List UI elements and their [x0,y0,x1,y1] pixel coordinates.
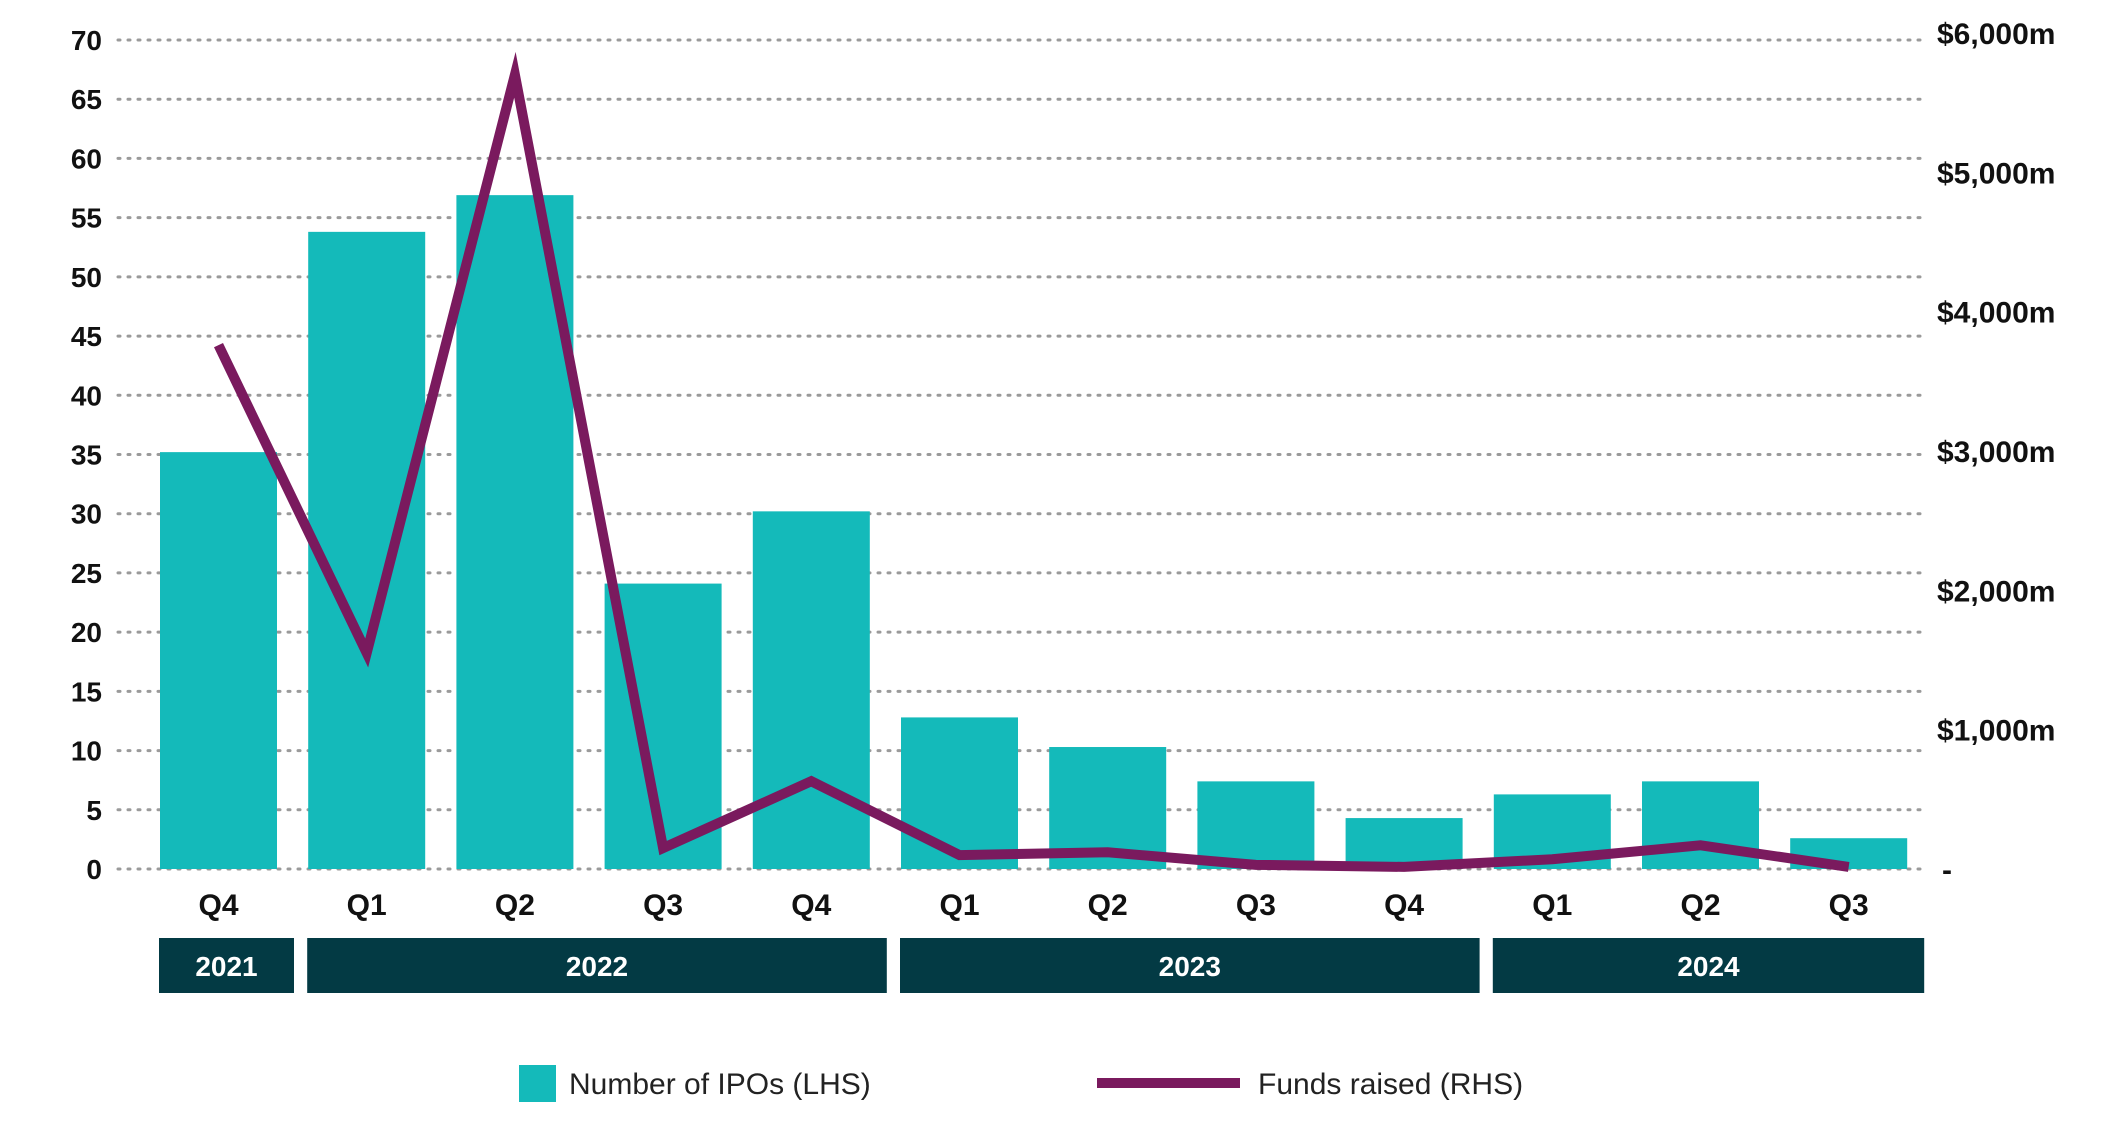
right-axis: - $1,000m $2,000m $3,000m $4,000m $5,000m $6,0… [1937,18,2055,887]
year-band [159,938,294,993]
left-tick-label: 5 [86,795,102,826]
right-tick-label: $5,000m [1937,157,2055,190]
legend: Number of IPOs (LHS) Funds raised (RHS) [519,1065,1523,1102]
bar-ipos [456,195,574,870]
right-tick-label: $2,000m [1937,575,2055,608]
left-tick-label: 25 [71,558,102,589]
year-label: 2024 [1677,951,1740,982]
year-band [307,938,887,993]
year-band [1492,938,1925,993]
right-tick-label: $4,000m [1937,297,2055,330]
category-label: Q1 [1532,889,1572,922]
category-label: Q1 [347,889,387,922]
year-label: 2022 [566,951,628,982]
left-tick-label: 0 [86,854,102,885]
category-label: Q4 [1384,889,1424,922]
left-tick-label: 10 [71,736,102,767]
left-tick-label: 50 [71,262,102,293]
category-label: Q3 [1829,889,1869,922]
left-tick-label: 55 [71,203,102,234]
bars [160,195,1908,870]
bar-ipos [901,717,1018,869]
category-label: Q2 [495,889,535,922]
left-tick-label: 20 [71,617,102,648]
left-tick-label: 70 [71,25,102,56]
bar-ipos [1197,781,1315,869]
category-label: Q4 [791,889,831,922]
legend-label-ipos: Number of IPOs (LHS) [569,1068,871,1101]
left-tick-label: 65 [71,84,102,115]
right-tick-label: $1,000m [1937,715,2055,748]
right-tick-label: $3,000m [1937,436,2055,469]
category-label: Q2 [1088,889,1128,922]
funds-line-path [213,51,1850,872]
right-tick-label: $6,000m [1937,18,2055,51]
bar-ipos [752,511,870,869]
year-band [900,938,1480,993]
x-axis: Q4 Q1 Q2 Q3 Q4 Q1 Q2 Q3 Q4 Q1 Q2 Q3 [198,889,1868,922]
bar-ipos [160,452,277,869]
legend-swatch-ipos [519,1065,556,1102]
year-label: 2023 [1159,951,1221,982]
left-tick-label: 35 [71,440,102,471]
category-label: Q4 [198,889,238,922]
left-tick-label: 45 [71,321,102,352]
left-tick-label: 60 [71,143,102,174]
category-label: Q3 [1236,889,1276,922]
category-label: Q2 [1680,889,1720,922]
left-tick-label: 40 [71,380,102,411]
year-label: 2021 [195,951,257,982]
left-axis: 0 5 10 15 20 25 30 35 40 45 50 55 60 65 70 [71,25,102,885]
left-tick-label: 30 [71,499,102,530]
category-label: Q1 [939,889,979,922]
right-tick-label: - [1942,854,1952,887]
left-tick-label: 15 [71,676,102,707]
year-bands: 2021 2022 2023 2024 [159,938,1925,993]
funds-line [213,51,1850,872]
legend-label-funds: Funds raised (RHS) [1258,1068,1523,1101]
bar-ipos [308,231,426,870]
category-label: Q3 [643,889,683,922]
